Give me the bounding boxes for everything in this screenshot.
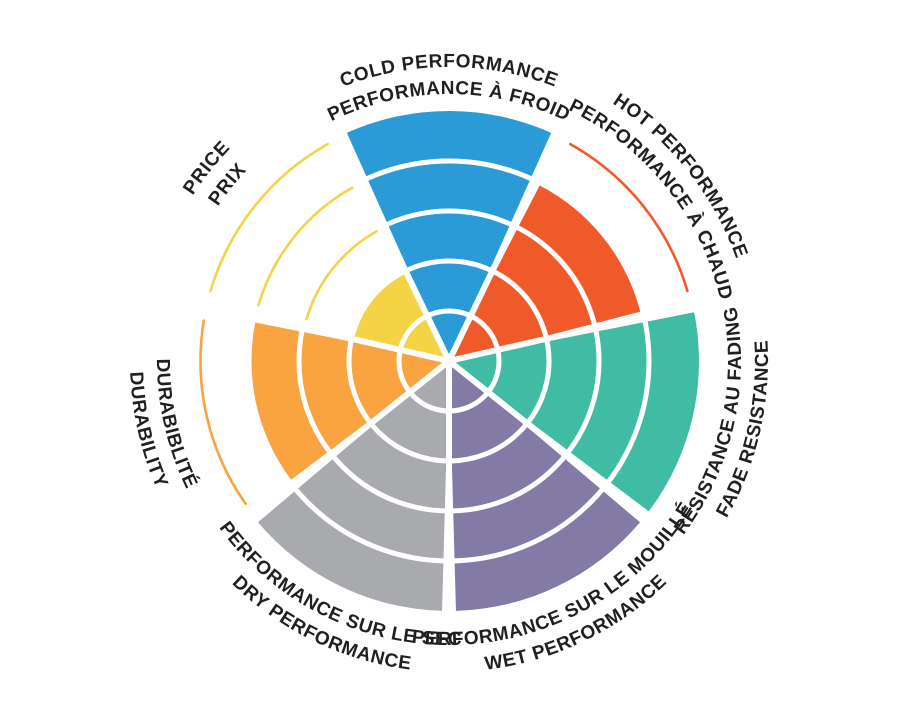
wedge-boundary xyxy=(335,129,452,363)
unfilled-level-arc-durability-5 xyxy=(199,319,247,506)
unfilled-level-arc-hot-performance-5 xyxy=(568,142,689,293)
unfilled-level-arc-price-3 xyxy=(305,230,378,321)
wedge-boundary xyxy=(198,301,450,364)
category-label-en-hot-performance: HOT PERFORMANCE xyxy=(609,90,751,261)
wedge-cold-performance xyxy=(346,111,552,361)
wedge-boundary xyxy=(246,358,451,523)
wedge-dry-performance xyxy=(257,361,449,611)
unfilled-level-arc-price-5 xyxy=(209,142,330,293)
wedge-boundary xyxy=(447,358,652,523)
unfilled-level-arc-price-4 xyxy=(257,186,354,307)
wedge-fade-resistance xyxy=(449,312,699,512)
wedge-boundary xyxy=(446,129,563,363)
wedge-boundary xyxy=(448,301,700,364)
wedge-wet-performance xyxy=(449,361,641,611)
